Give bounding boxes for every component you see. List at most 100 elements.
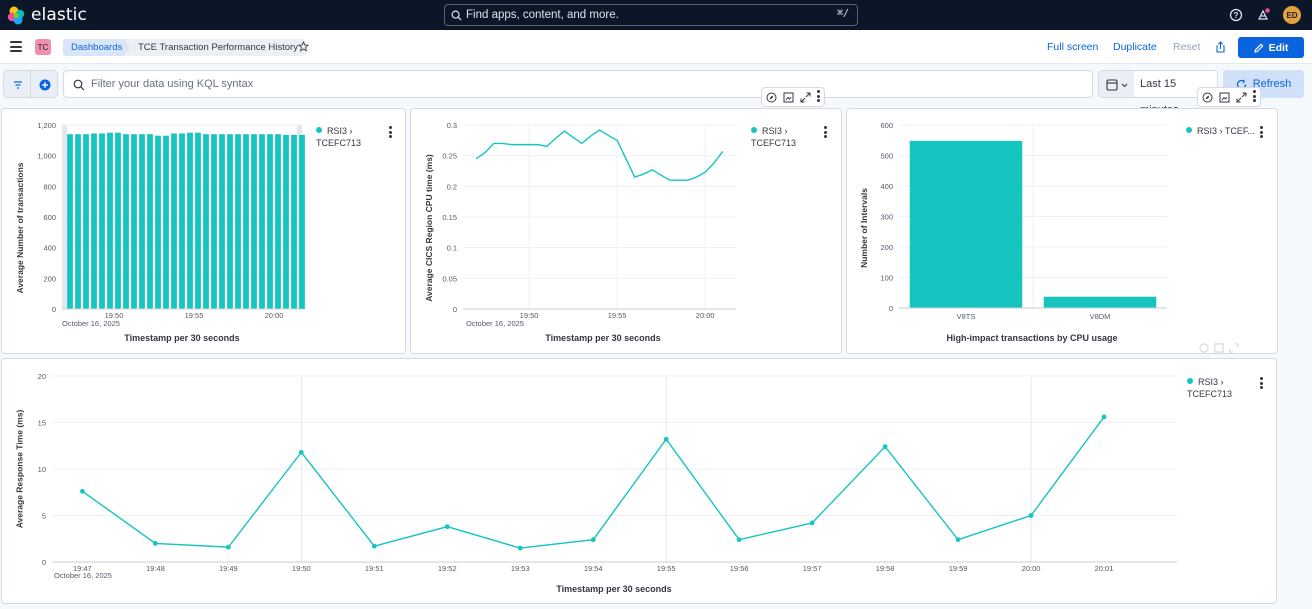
x-tick-label: 19:55 (608, 311, 627, 320)
response-time-line-chart: 0 5 10 15 20 19:47 19:48 19:49 19:50 19:51 19:52 19… (38, 372, 1177, 580)
legend-label: RSI3 › TCEFC713 (316, 126, 362, 148)
x-tick-label: 19:55 (185, 311, 204, 320)
filter-menu-button[interactable] (3, 70, 31, 98)
maximize-icon[interactable] (1236, 92, 1247, 103)
calendar-icon (1106, 79, 1128, 91)
y-tick-label: 400 (880, 182, 893, 191)
inspect-icon[interactable] (783, 92, 794, 103)
add-filter-button[interactable] (30, 70, 58, 98)
bar (91, 133, 97, 309)
panel-transactions: Average Number of transactions 0 200 400 60… (1, 108, 406, 354)
panel-options-icon[interactable] (817, 90, 820, 104)
compass-icon[interactable] (766, 92, 777, 103)
out-of-range-shade (62, 125, 67, 309)
y-tick-label: 600 (880, 121, 893, 130)
high-impact-bar-chart: 0 100 200 300 400 500 600 V8TS V8DM (880, 121, 1167, 321)
panel-options-icon[interactable] (824, 126, 827, 140)
data-point (1101, 414, 1107, 420)
menu-icon[interactable] (10, 41, 22, 52)
svg-text:?: ? (1234, 11, 1239, 20)
cpu-time-line-chart: 0 0.05 0.1 0.15 0.2 0.25 0.3 19:50 19:55 20:00 Oct… (442, 121, 736, 328)
panel-options-icon[interactable] (1260, 377, 1263, 391)
x-tick-label: 19:56 (730, 564, 749, 573)
x-date-label: October 16, 2025 (62, 319, 120, 328)
legend-label: RSI3 › TCEF... (1197, 126, 1255, 136)
bar (163, 135, 169, 309)
bar (67, 134, 73, 309)
y-tick-label: 100 (880, 274, 893, 283)
user-avatar[interactable]: ED (1283, 6, 1301, 24)
bar (155, 135, 161, 309)
pencil-icon (1253, 43, 1264, 53)
bar (243, 134, 249, 309)
panel-options-icon[interactable] (1260, 126, 1263, 140)
share-icon[interactable] (1215, 41, 1226, 53)
kql-search-input[interactable]: Filter your data using KQL syntax (63, 70, 1093, 98)
global-search[interactable]: Find apps, content, and more. ⌘/ (444, 4, 858, 26)
edit-button[interactable]: Edit (1238, 37, 1304, 58)
x-tick-label: 19:50 (520, 311, 539, 320)
y-tick-label: 600 (43, 213, 56, 222)
inspect-icon[interactable] (1219, 92, 1230, 103)
data-point (371, 543, 377, 549)
x-tick-label: 19:53 (511, 564, 530, 573)
bar (123, 134, 129, 309)
x-axis-title: Timestamp per 30 seconds (545, 333, 661, 343)
refresh-icon (1236, 79, 1246, 89)
news-feed-icon[interactable] (1256, 8, 1270, 22)
x-date-label: October 16, 2025 (54, 571, 112, 580)
reset-button[interactable]: Reset (1173, 41, 1201, 53)
bar (291, 134, 297, 309)
data-point (152, 541, 158, 546)
data-point (225, 544, 231, 550)
elastic-logo[interactable]: elastic (7, 5, 87, 25)
x-tick-label: 20:00 (696, 311, 715, 320)
legend-swatch (316, 127, 322, 133)
breadcrumb-current: TCE Transaction Performance History (124, 39, 306, 56)
bar (251, 134, 257, 309)
breadcrumb-dashboards[interactable]: Dashboards (63, 39, 132, 56)
panel-options-icon[interactable] (1253, 90, 1256, 104)
x-axis-title: Timestamp per 30 seconds (124, 333, 240, 343)
help-icon[interactable]: ? (1229, 8, 1243, 22)
refresh-button[interactable]: Refresh (1223, 70, 1304, 98)
favorite-star-icon[interactable] (298, 41, 309, 52)
maximize-icon[interactable] (800, 92, 811, 103)
bar (203, 134, 209, 309)
y-tick-label: 0.1 (447, 244, 457, 253)
bar (211, 134, 217, 309)
date-quick-menu-button[interactable] (1098, 70, 1135, 98)
x-tick-label: 19:51 (365, 564, 384, 573)
data-point (663, 436, 669, 442)
kql-placeholder: Filter your data using KQL syntax (91, 78, 254, 90)
bar (139, 134, 145, 309)
chart-legend[interactable]: RSI3 › TCEFC713 (1187, 376, 1257, 400)
data-point (80, 488, 85, 494)
y-tick-label: 200 (880, 243, 893, 252)
x-tick-label: 19:47 (73, 564, 92, 573)
x-tick-label: 19:52 (438, 564, 457, 573)
chart-legend[interactable]: RSI3 › TCEFC713 (751, 125, 821, 149)
chart-legend[interactable]: RSI3 › TCEFC713 (316, 125, 386, 149)
panel-high-impact: Number of Intervals 0 100 200 300 400 500 600 V… (846, 108, 1278, 354)
space-badge[interactable]: TC (35, 39, 51, 55)
bar (115, 132, 121, 309)
y-tick-label: 0.05 (442, 274, 457, 283)
x-tick-label: 19:54 (584, 564, 603, 573)
full-screen-button[interactable]: Full screen (1047, 41, 1099, 53)
data-point (955, 537, 961, 543)
bar (259, 134, 265, 309)
search-placeholder: Find apps, content, and more. (466, 9, 619, 21)
bar (909, 140, 1023, 308)
compass-icon[interactable] (1202, 92, 1213, 103)
chart-legend[interactable]: RSI3 › TCEF... (1186, 125, 1260, 137)
plus-circle-icon (39, 79, 51, 91)
panel-hover-actions (1197, 87, 1261, 107)
duplicate-button[interactable]: Duplicate (1113, 41, 1157, 53)
x-tick-label: 19:58 (876, 564, 895, 573)
brand-name: elastic (31, 5, 87, 25)
bar (235, 134, 241, 309)
panel-cpu-time: Average CICS Region CPU time (ms) 0 0.05 0… (410, 108, 842, 354)
panel-options-icon[interactable] (389, 126, 392, 140)
transactions-bar-chart: 0 200 400 600 800 1,000 1,200 19:50 19:55 20:00 Oc… (37, 121, 305, 328)
